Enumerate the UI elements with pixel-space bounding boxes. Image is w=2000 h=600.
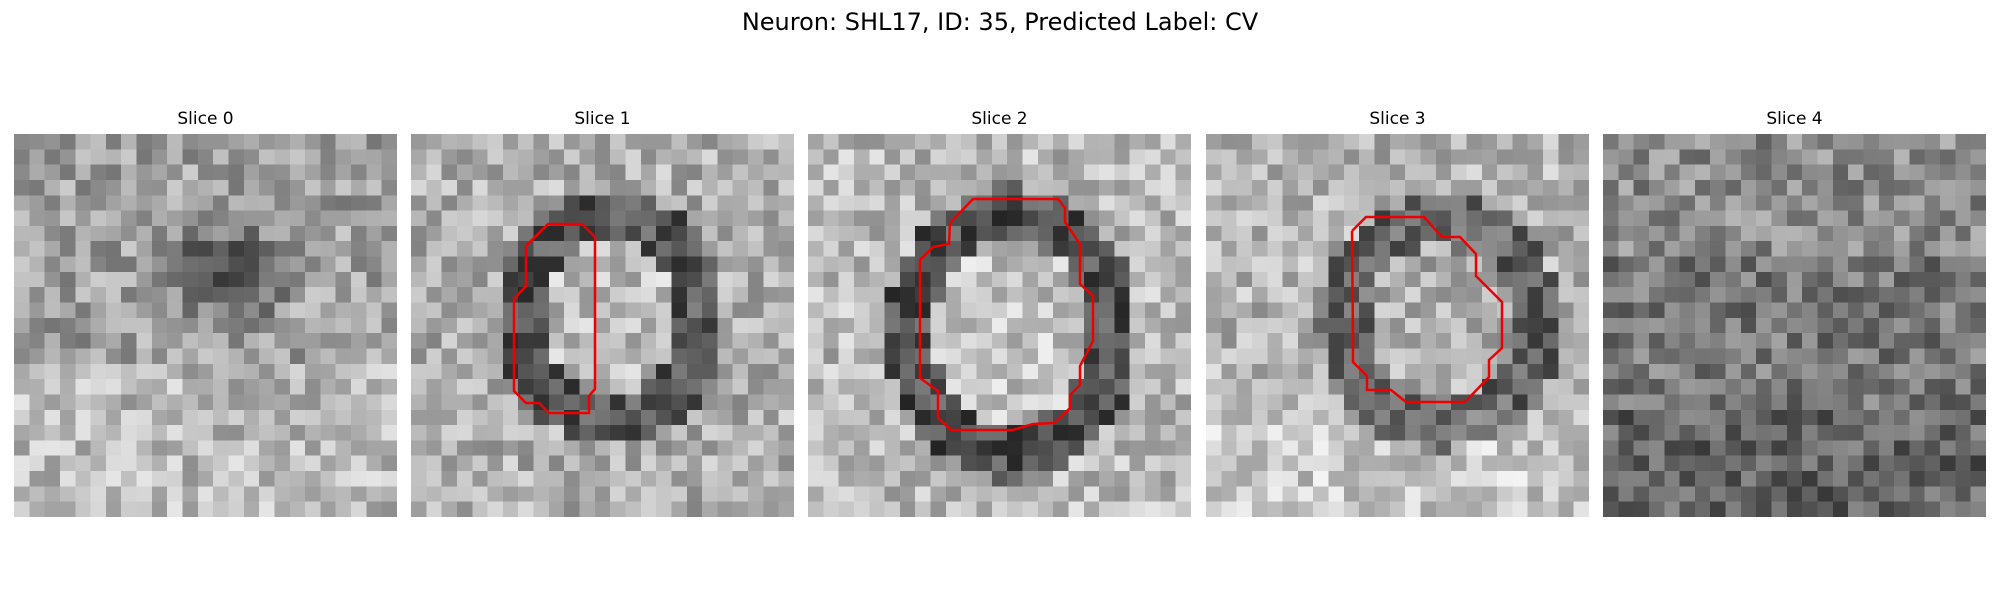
slice-panel-3: Slice 3 — [1206, 108, 1589, 518]
slice-panel-4: Slice 4 — [1603, 108, 1986, 518]
slice-image-1 — [411, 134, 794, 517]
slice-title-0: Slice 0 — [177, 109, 234, 129]
slice-contour-1 — [512, 222, 597, 415]
slice-title-2: Slice 2 — [971, 109, 1028, 129]
slice-panel-1: Slice 1 — [411, 108, 794, 518]
slice-image-0 — [14, 134, 397, 517]
slice-image-4 — [1603, 134, 1986, 517]
slice-title-1: Slice 1 — [574, 109, 631, 129]
figure-title: Neuron: SHL17, ID: 35, Predicted Label: … — [741, 8, 1259, 36]
slice-contour-3 — [1350, 215, 1504, 404]
slice-title-3: Slice 3 — [1369, 109, 1426, 129]
slice-contour-2 — [918, 197, 1095, 432]
slice-panel-0: Slice 0 — [14, 108, 397, 518]
slice-panel-2: Slice 2 — [808, 108, 1191, 518]
slice-image-3 — [1206, 134, 1589, 517]
slice-title-4: Slice 4 — [1766, 109, 1823, 129]
